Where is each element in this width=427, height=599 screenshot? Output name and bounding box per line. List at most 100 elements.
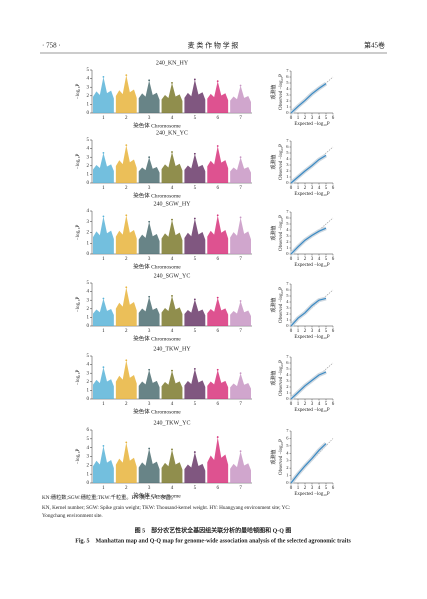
y-tick-label: 7 — [286, 138, 289, 143]
y-tick-label: 6 — [286, 215, 289, 220]
x-tick-label: 7 — [239, 257, 242, 262]
chromosome-points — [115, 287, 137, 326]
x-tick-label: 3 — [148, 402, 151, 407]
y-tick-label: 0 — [286, 251, 289, 256]
y-tick-label: 5 — [286, 150, 289, 155]
panel-title: 240_SGW_YC — [154, 273, 191, 279]
y-tick-label: 3 — [286, 305, 289, 310]
chromosome-points — [161, 219, 183, 254]
peak-point — [216, 368, 219, 371]
x-tick-label: 2 — [304, 402, 307, 407]
y-tick-label: 3 — [87, 371, 90, 376]
qq-band — [289, 226, 327, 256]
y-tick-label: 0 — [87, 252, 90, 257]
x-tick-label: 5 — [325, 186, 328, 191]
y-tick-label: 2 — [286, 98, 288, 103]
x-tick-label: 5 — [194, 186, 197, 191]
page-number: · 758 · — [42, 42, 61, 50]
y-tick-label: 1 — [286, 473, 288, 478]
x-tick-label: 2 — [304, 116, 307, 121]
peak-point — [171, 369, 173, 372]
y-tick-label: 4 — [286, 86, 289, 91]
chromosome-points — [138, 296, 160, 326]
y-tick-label: 2 — [286, 239, 288, 244]
y-tick-label: 6 — [87, 428, 90, 433]
peak-point — [171, 218, 173, 221]
y-tick-label: 4 — [286, 450, 289, 455]
peak-point — [125, 144, 128, 147]
y-tick-label: 5 — [87, 68, 90, 73]
y-tick-label: 3 — [286, 92, 289, 97]
y-axis-label-cn: 观测值 — [270, 370, 277, 385]
y-axis-label: −log₁₀P — [76, 84, 81, 100]
y-tick-label: 1 — [286, 104, 288, 109]
y-tick-label: 1 — [87, 241, 90, 246]
peak-point — [193, 451, 196, 453]
qq-band — [289, 370, 327, 401]
y-axis-label: Observed −log₁₀P — [279, 439, 284, 475]
peak-point — [216, 145, 219, 147]
chromosome-points — [138, 369, 160, 399]
y-tick-label: 0 — [286, 396, 289, 401]
peak-point — [102, 366, 105, 369]
x-tick-label: 4 — [171, 116, 174, 121]
x-tick-label: 4 — [318, 486, 321, 491]
x-tick-label: 2 — [125, 486, 128, 491]
chromosome-points — [184, 153, 206, 183]
y-tick-label: 5 — [286, 443, 289, 448]
chromosome-points — [93, 367, 114, 399]
y-tick-label: 5 — [87, 354, 90, 359]
peak-point — [239, 156, 242, 159]
x-tick-label: 3 — [148, 186, 151, 191]
peak-point — [102, 297, 105, 300]
y-axis-label: Observed −log₁₀P — [279, 74, 284, 110]
y-tick-label: 4 — [87, 77, 90, 82]
qq-curve — [290, 443, 327, 484]
peak-point — [102, 215, 105, 218]
x-axis-label: Expected −log₁₀P — [294, 263, 330, 268]
peak-point — [148, 156, 151, 159]
x-tick-label: 2 — [125, 402, 128, 407]
y-tick-label: 5 — [286, 293, 289, 298]
x-tick-label: 6 — [216, 186, 219, 191]
chromosome-points — [230, 301, 251, 326]
x-tick-label: 3 — [148, 486, 151, 491]
chromosome-points — [184, 79, 206, 113]
qq-band — [289, 296, 327, 328]
peak-point — [171, 82, 173, 84]
x-tick-label: 2 — [304, 329, 307, 334]
peak-point — [148, 368, 151, 371]
y-axis-label: −log₁₀P — [76, 297, 81, 313]
x-tick-label: 0 — [290, 402, 293, 407]
y-tick-label: 2 — [87, 463, 90, 468]
panel-title: 240_TKW_HY — [153, 346, 191, 352]
chromosome-points — [230, 217, 251, 254]
qq-curve — [290, 371, 327, 400]
chromosome-points — [161, 295, 183, 326]
x-axis-label: Expected −log₁₀P — [294, 122, 330, 127]
y-tick-label: 6 — [286, 360, 289, 365]
panel-title: 240_KN_HY — [156, 60, 189, 66]
x-tick-label: 3 — [311, 186, 314, 191]
y-tick-label: 0 — [87, 111, 90, 116]
y-tick-label: 6 — [286, 287, 289, 292]
x-tick-label: 2 — [125, 257, 128, 262]
y-tick-label: 5 — [286, 366, 289, 371]
y-tick-label: 2 — [87, 94, 90, 99]
x-axis-label: Expected −log₁₀P — [294, 335, 330, 340]
y-tick-label: 3 — [87, 85, 90, 90]
x-axis-label: 染色体 Chromosome — [133, 262, 181, 270]
peak-point — [125, 74, 128, 77]
x-tick-label: 4 — [171, 186, 174, 191]
peak-point — [125, 441, 128, 444]
x-axis-label: Expected −log₁₀P — [294, 408, 330, 413]
chromosome-points — [184, 368, 206, 399]
x-tick-label: 5 — [194, 329, 197, 334]
panel-title: 240_TKW_YC — [154, 420, 191, 426]
y-axis-label: −log₁₀P — [76, 449, 81, 465]
y-tick-label: 1 — [87, 173, 90, 178]
x-tick-label: 0 — [290, 116, 293, 121]
x-tick-label: 1 — [102, 329, 105, 334]
x-tick-label: 1 — [297, 486, 300, 491]
